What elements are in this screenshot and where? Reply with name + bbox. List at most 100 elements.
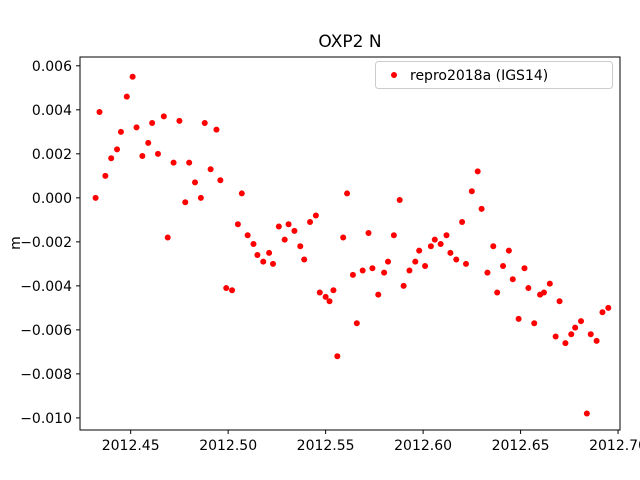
data-point (250, 241, 257, 248)
data-point (605, 304, 612, 311)
data-point (349, 271, 356, 278)
data-point (509, 276, 516, 283)
data-point (531, 320, 538, 327)
data-point (123, 93, 130, 100)
data-point (359, 267, 366, 274)
y-tick-label: 0.002 (32, 147, 72, 163)
data-point (133, 124, 140, 131)
data-point (281, 236, 288, 243)
data-point (330, 287, 337, 294)
data-point (244, 232, 251, 239)
data-point (412, 258, 419, 265)
data-point (149, 120, 156, 127)
data-point (201, 120, 208, 127)
data-point (312, 212, 319, 219)
data-point (145, 139, 152, 146)
data-point (160, 113, 167, 120)
data-point (552, 333, 559, 340)
data-point (365, 230, 372, 237)
data-point (117, 128, 124, 135)
data-point (375, 291, 382, 298)
data-point (556, 298, 563, 305)
data-point (521, 265, 528, 272)
data-point (437, 241, 444, 248)
data-point (114, 146, 121, 153)
data-point (593, 337, 600, 344)
data-point (443, 232, 450, 239)
chart-title: OXP2 N (318, 32, 381, 52)
legend: repro2018a (IGS14) (375, 61, 613, 89)
legend-marker-icon (391, 72, 397, 78)
data-point (494, 289, 501, 296)
data-point (301, 256, 308, 263)
data-point (431, 236, 438, 243)
data-point (578, 318, 585, 325)
data-point (96, 109, 103, 116)
data-point (340, 234, 347, 241)
data-point (490, 243, 497, 250)
data-point (102, 172, 109, 179)
data-point (416, 247, 423, 254)
data-point (316, 289, 323, 296)
y-tick-label: 0.004 (32, 103, 72, 119)
data-point (447, 249, 454, 256)
data-point (568, 331, 575, 338)
data-point (291, 227, 298, 234)
data-point (546, 280, 553, 287)
data-point (92, 194, 99, 201)
y-axis-label: m (8, 236, 24, 250)
data-point (260, 258, 267, 265)
data-point (396, 197, 403, 204)
data-point (427, 243, 434, 250)
data-point (525, 285, 532, 292)
data-point (266, 249, 273, 256)
data-point (297, 243, 304, 250)
data-point (254, 252, 261, 259)
data-point (462, 260, 469, 267)
data-point (572, 324, 579, 331)
data-points (92, 73, 612, 417)
legend-label: repro2018a (IGS14) (410, 68, 548, 84)
data-point (275, 223, 282, 230)
data-point (453, 256, 460, 263)
data-point (170, 159, 177, 166)
data-point (139, 153, 146, 160)
y-tick-label: −0.006 (20, 323, 72, 339)
data-point (326, 298, 333, 305)
plot-area-border (79, 56, 621, 431)
data-point (505, 247, 512, 254)
data-point (285, 221, 292, 228)
data-point (474, 168, 481, 175)
data-point (484, 269, 491, 276)
data-point (540, 289, 547, 296)
data-point (192, 179, 199, 186)
data-point (587, 331, 594, 338)
data-point (164, 234, 171, 241)
data-point (129, 73, 136, 80)
data-point (234, 221, 241, 228)
y-tick-label: −0.002 (20, 235, 72, 251)
x-tick-label: 2012.45 (102, 438, 160, 454)
data-point (108, 155, 115, 162)
data-point (478, 205, 485, 212)
data-point (186, 159, 193, 166)
data-point (334, 353, 341, 360)
data-point (217, 177, 224, 184)
x-tick-label: 2012.70 (589, 438, 640, 454)
data-point (223, 285, 230, 292)
y-tick-label: −0.010 (20, 411, 72, 427)
data-point (353, 320, 360, 327)
data-point (422, 263, 429, 270)
y-tick-label: −0.004 (20, 279, 72, 295)
y-tick-label: 0.006 (32, 59, 72, 75)
x-tick-label: 2012.65 (492, 438, 550, 454)
data-point (238, 190, 245, 197)
data-point (400, 282, 407, 289)
data-point (322, 293, 329, 300)
y-tick-label: −0.008 (20, 367, 72, 383)
data-point (307, 219, 314, 226)
data-point (207, 166, 214, 173)
data-point (229, 287, 236, 294)
